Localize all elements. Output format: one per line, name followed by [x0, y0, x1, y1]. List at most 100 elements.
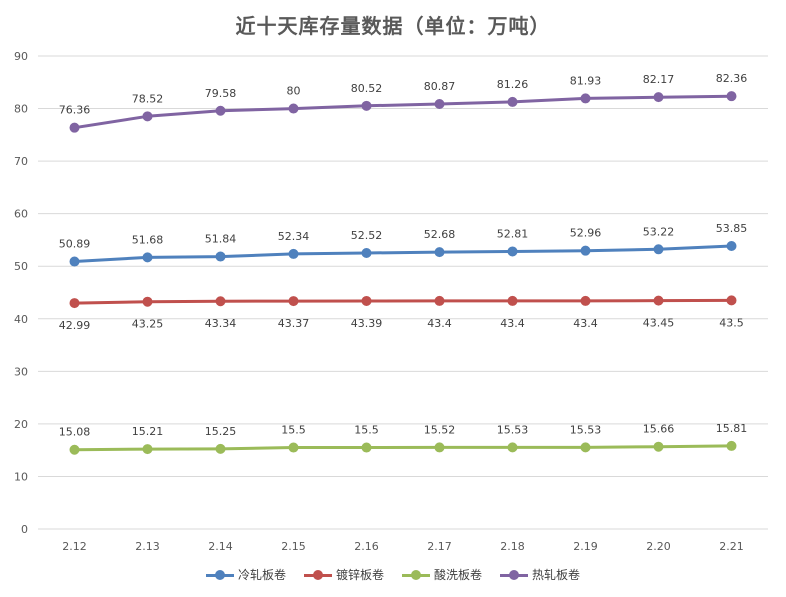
legend-label: 酸洗板卷: [434, 568, 483, 582]
data-label: 82.17: [643, 73, 675, 86]
series-line: [73, 244, 733, 263]
data-label: 15.52: [424, 423, 456, 436]
data-label: 82.36: [716, 72, 748, 85]
data-label: 52.34: [278, 230, 310, 243]
x-axis: 2.12 2.13 2.14 2.15 2.16 2.17 2.18 2.19 2.20 2.21: [62, 540, 744, 553]
data-point: [215, 105, 226, 116]
x-tick-label: 2.17: [427, 540, 452, 553]
data-point: [142, 444, 153, 455]
data-point: [142, 296, 153, 307]
data-point: [215, 296, 226, 307]
data-label: 81.93: [570, 74, 602, 87]
y-tick-label: 40: [14, 313, 28, 326]
x-tick-label: 2.20: [646, 540, 671, 553]
data-label: 53.85: [716, 222, 748, 235]
legend-swatch: [205, 569, 234, 580]
data-label: 15.5: [281, 424, 306, 437]
data-label: 15.5: [354, 424, 379, 437]
legend-swatch-marker: [214, 569, 225, 580]
data-label: 15.81: [716, 422, 748, 435]
data-label: 43.4: [500, 317, 525, 330]
data-point: [507, 96, 518, 107]
x-tick-label: 2.14: [208, 540, 233, 553]
data-point: [726, 295, 737, 306]
data-point: [507, 442, 518, 453]
legend-item: 镀锌板卷: [303, 566, 384, 583]
data-label: 43.39: [351, 317, 383, 330]
data-label: 15.08: [59, 426, 91, 439]
data-point: [580, 93, 591, 104]
chart-title: 近十天库存量数据（单位：万吨）: [235, 14, 551, 38]
data-label: 51.84: [205, 233, 237, 246]
data-point: [288, 248, 299, 259]
data-point: [288, 442, 299, 453]
data-point: [361, 100, 372, 111]
data-point: [69, 256, 80, 267]
data-label: 43.45: [643, 317, 675, 330]
data-point: [142, 111, 153, 122]
data-label: 53.22: [643, 225, 675, 238]
data-label: 43.34: [205, 317, 237, 330]
data-point: [653, 295, 664, 306]
data-label: 52.52: [351, 229, 383, 242]
legend-swatch-marker: [411, 569, 421, 580]
series-line: [73, 94, 733, 130]
y-tick-label: 50: [14, 260, 28, 273]
data-label: 52.68: [424, 228, 456, 241]
legend-swatch-marker: [509, 569, 520, 580]
data-point: [288, 103, 299, 114]
data-label: 80: [287, 85, 301, 98]
data-point: [507, 246, 518, 257]
data-label: 79.58: [205, 87, 237, 100]
data-point: [361, 442, 372, 453]
y-tick-label: 80: [14, 103, 28, 116]
data-point: [361, 247, 372, 258]
data-label: 42.99: [59, 319, 91, 332]
data-point: [507, 295, 518, 306]
series-line: [73, 444, 733, 452]
legend-label: 冷轧板卷: [237, 568, 286, 582]
data-point: [215, 443, 226, 454]
y-tick-label: 70: [14, 155, 28, 168]
data-point: [726, 91, 737, 102]
legend-item: 冷轧板卷: [205, 566, 286, 583]
data-label: 52.96: [570, 227, 602, 240]
data-point: [69, 444, 80, 455]
legend-swatch: [303, 569, 332, 580]
data-labels: 50.89 51.68 51.84 52.34 52.52 52.68 52.81 52.96…: [59, 72, 748, 439]
legend-swatch-marker: [312, 569, 323, 580]
y-tick-label: 30: [14, 365, 28, 378]
data-label: 52.81: [497, 227, 529, 240]
data-point: [726, 440, 737, 451]
data-point: [434, 442, 445, 453]
x-tick-label: 2.21: [719, 540, 744, 553]
gridlines: [38, 55, 768, 530]
x-tick-label: 2.13: [135, 540, 160, 553]
legend-swatch: [402, 569, 430, 580]
x-tick-label: 2.15: [281, 540, 306, 553]
data-point: [215, 251, 226, 262]
data-label: 43.4: [573, 317, 598, 330]
data-label: 15.66: [643, 423, 675, 436]
legend-label: 镀锌板卷: [335, 568, 384, 582]
line-chart-plot: 0 10 20 30 40 50 60 70 80 90 2.12 2.13 2.14 2.15 2.16…: [14, 50, 768, 553]
data-point: [361, 295, 372, 306]
data-point: [653, 244, 664, 255]
y-tick-label: 60: [14, 208, 28, 221]
y-tick-label: 90: [14, 50, 28, 63]
data-label: 50.89: [59, 238, 91, 251]
legend-label: 热轧板卷: [532, 568, 581, 582]
data-label: 43.4: [427, 317, 452, 330]
data-point: [653, 441, 664, 452]
data-point: [580, 245, 591, 256]
legend-swatch: [500, 569, 529, 580]
data-label: 15.25: [205, 425, 237, 438]
series-lines: [69, 91, 737, 455]
data-label: 51.68: [132, 233, 164, 246]
y-tick-label: 0: [21, 523, 28, 536]
x-tick-label: 2.16: [354, 540, 379, 553]
y-tick-label: 20: [14, 418, 28, 431]
data-point: [69, 298, 80, 309]
data-label: 43.37: [278, 317, 310, 330]
